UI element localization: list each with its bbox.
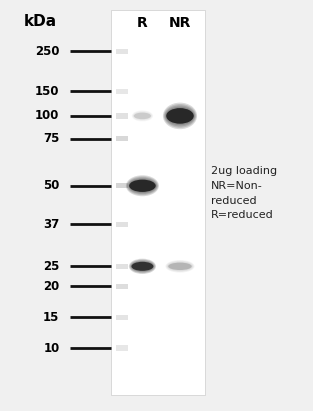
Ellipse shape (133, 111, 152, 120)
Bar (116, 183, 128, 188)
Ellipse shape (127, 176, 158, 195)
Ellipse shape (131, 262, 153, 271)
Bar (116, 113, 128, 118)
Ellipse shape (168, 263, 192, 270)
Ellipse shape (133, 112, 151, 120)
Bar (116, 264, 128, 269)
Text: 10: 10 (43, 342, 59, 355)
Text: 50: 50 (43, 179, 59, 192)
Text: R: R (137, 16, 148, 30)
Ellipse shape (128, 178, 156, 193)
Ellipse shape (132, 110, 153, 122)
Ellipse shape (130, 260, 155, 272)
Text: 100: 100 (35, 109, 59, 122)
Ellipse shape (163, 103, 197, 129)
Text: 75: 75 (43, 132, 59, 145)
Text: 150: 150 (35, 85, 59, 98)
Ellipse shape (127, 178, 157, 194)
Text: 25: 25 (43, 260, 59, 273)
Ellipse shape (165, 105, 195, 127)
Ellipse shape (131, 261, 154, 272)
Ellipse shape (166, 261, 194, 272)
Ellipse shape (167, 262, 192, 271)
Ellipse shape (166, 108, 194, 124)
Ellipse shape (126, 175, 159, 196)
Bar (116, 136, 128, 141)
Ellipse shape (132, 111, 152, 121)
Text: 20: 20 (43, 280, 59, 293)
Text: 37: 37 (43, 218, 59, 231)
Text: kDa: kDa (24, 14, 57, 29)
Text: 250: 250 (35, 45, 59, 58)
Ellipse shape (165, 107, 195, 125)
Text: NR: NR (169, 16, 191, 30)
Text: 2ug loading
NR=Non-
reduced
R=reduced: 2ug loading NR=Non- reduced R=reduced (211, 166, 277, 220)
Ellipse shape (167, 261, 193, 271)
Bar (116, 284, 128, 289)
Ellipse shape (165, 260, 194, 272)
Bar (116, 88, 128, 94)
Ellipse shape (129, 259, 156, 274)
Ellipse shape (134, 113, 151, 119)
Text: 15: 15 (43, 311, 59, 324)
Ellipse shape (130, 259, 155, 273)
Bar (111, 10, 205, 395)
Ellipse shape (164, 104, 196, 128)
Bar (116, 222, 128, 227)
Ellipse shape (129, 180, 156, 192)
Bar (116, 48, 128, 54)
Bar (116, 315, 128, 320)
Bar (116, 345, 128, 351)
